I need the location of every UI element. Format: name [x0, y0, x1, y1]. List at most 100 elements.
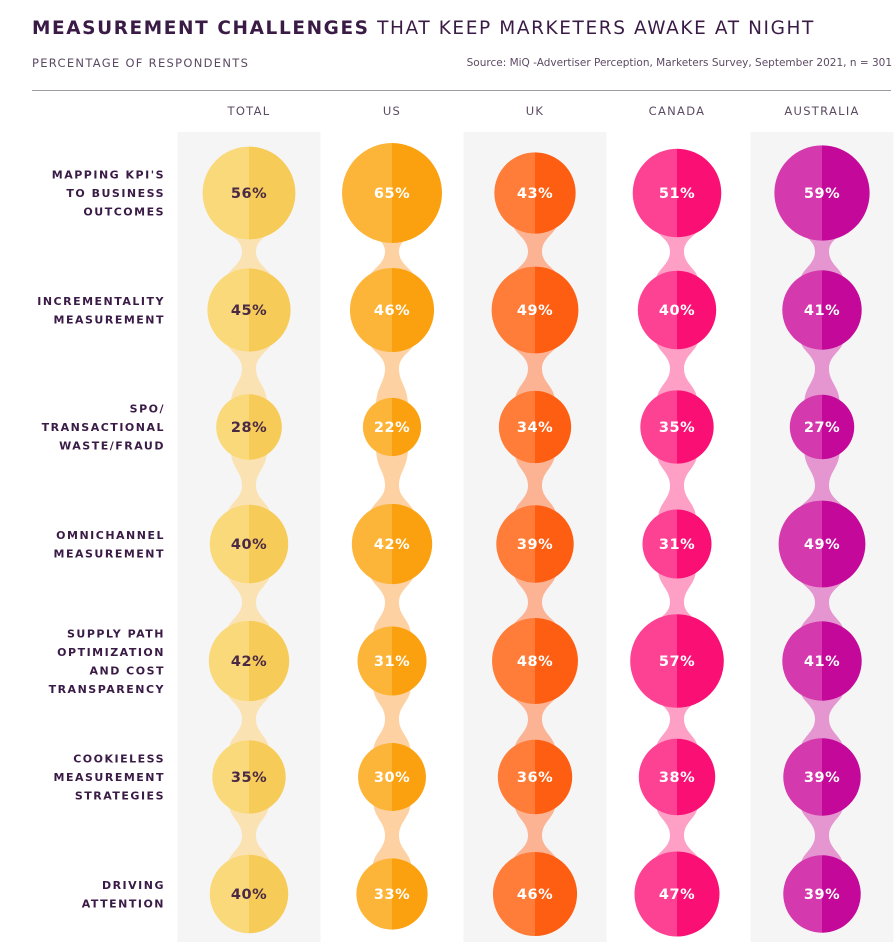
row-label-4: OMNICHANNEL MEASUREMENT — [54, 529, 165, 561]
value-label-us-row-6: 30% — [374, 770, 410, 786]
bubble-australia-row-7 — [783, 855, 861, 933]
connector-australia-2 — [800, 338, 844, 404]
connector-canada-4 — [651, 568, 703, 628]
value-label-total-row-3: 28% — [231, 420, 267, 436]
connector-uk-2 — [511, 341, 559, 401]
value-label-canada-row-2: 40% — [659, 303, 695, 319]
value-label-uk-row-6: 36% — [517, 770, 553, 786]
bubble-australia-row-5 — [782, 621, 862, 701]
value-label-canada-row-4: 31% — [659, 537, 695, 553]
connector-total-1 — [223, 226, 275, 281]
bubble-canada-row-6 — [638, 738, 716, 816]
bubble-uk-row-1 — [494, 152, 576, 234]
bubble-canada-row-7 — [634, 851, 720, 937]
value-label-us-row-3: 22% — [374, 420, 410, 436]
connector-us-1 — [364, 228, 420, 280]
value-label-total-row-4: 40% — [231, 537, 267, 553]
bubble-total-row-3 — [216, 394, 282, 460]
connector-canada-5 — [651, 694, 703, 750]
bubble-canada-row-4 — [642, 509, 712, 579]
bubble-us-row-7 — [356, 858, 428, 930]
value-label-canada-row-1: 51% — [659, 186, 695, 202]
value-label-us-row-5: 31% — [374, 654, 410, 670]
bubble-canada-row-3 — [640, 390, 714, 464]
value-label-total-row-6: 35% — [231, 770, 267, 786]
bubble-canada-row-2 — [637, 270, 717, 350]
bubble-us-row-1 — [342, 143, 442, 243]
connector-us-3 — [369, 447, 415, 516]
connector-canada-6 — [653, 804, 701, 864]
connector-uk-6 — [511, 803, 559, 864]
row-label-7: DRIVING ATTENTION — [82, 879, 165, 911]
bubble-australia-row-2 — [782, 270, 862, 350]
connector-total-6 — [227, 803, 271, 866]
value-label-canada-row-3: 35% — [659, 420, 695, 436]
connector-us-6 — [372, 801, 412, 869]
bubble-australia-row-4 — [778, 500, 866, 588]
bubble-us-row-6 — [358, 743, 426, 811]
connector-australia-3 — [798, 450, 846, 513]
bubble-total-row-6 — [212, 740, 286, 814]
column-header-uk: UK — [526, 104, 545, 118]
bubble-uk-row-6 — [497, 739, 573, 815]
connector-total-2 — [226, 339, 272, 404]
value-label-australia-row-3: 27% — [804, 420, 840, 436]
bubble-uk-row-2 — [491, 266, 579, 354]
row-label-1: MAPPING KPI'S TO BUSINESS OUTCOMES — [52, 169, 165, 219]
bubble-us-row-4 — [351, 503, 433, 585]
value-label-uk-row-3: 34% — [517, 420, 553, 436]
connector-uk-5 — [511, 691, 559, 751]
bubble-australia-row-6 — [783, 738, 861, 816]
bubble-us-row-5 — [357, 626, 427, 696]
bubble-uk-row-5 — [492, 618, 578, 704]
value-label-us-row-7: 33% — [374, 887, 410, 903]
value-label-australia-row-4: 49% — [804, 537, 840, 553]
title-bold: MEASUREMENT CHALLENGES — [32, 18, 370, 39]
value-label-uk-row-2: 49% — [517, 303, 553, 319]
connector-total-5 — [226, 689, 272, 751]
connector-uk-3 — [513, 453, 557, 517]
column-header-australia: AUSTRALIA — [784, 104, 859, 118]
bubble-total-row-4 — [209, 504, 289, 584]
row-label-5: SUPPLY PATH OPTIMIZATION AND COST TRANSPARE… — [49, 627, 165, 696]
value-label-uk-row-5: 48% — [517, 654, 553, 670]
column-header-total: TOTAL — [227, 104, 271, 118]
bubble-canada-row-1 — [632, 148, 722, 238]
connector-australia-4 — [798, 575, 846, 633]
bubble-australia-row-1 — [774, 145, 870, 241]
value-label-australia-row-6: 39% — [804, 770, 840, 786]
connector-us-4 — [369, 572, 415, 637]
chart-title: MEASUREMENT CHALLENGES THAT KEEP MARKETE… — [32, 18, 815, 39]
value-label-total-row-5: 42% — [231, 654, 267, 670]
bubble-total-row-1 — [202, 146, 296, 240]
connector-total-4 — [226, 572, 272, 633]
value-label-canada-row-7: 47% — [659, 887, 695, 903]
value-label-canada-row-5: 57% — [659, 654, 695, 670]
row-label-6: COOKIELESS MEASUREMENT STRATEGIES — [54, 753, 165, 803]
bubble-uk-row-7 — [492, 851, 578, 937]
connector-us-5 — [373, 685, 411, 753]
connector-canada-1 — [652, 224, 702, 282]
value-label-uk-row-1: 43% — [517, 186, 553, 202]
value-label-australia-row-7: 39% — [804, 887, 840, 903]
title-rest: THAT KEEP MARKETERS AWAKE AT NIGHT — [377, 18, 815, 39]
connector-australia-6 — [800, 804, 844, 867]
chart-subtitle: PERCENTAGE OF RESPONDENTS — [32, 56, 250, 70]
connector-canada-2 — [655, 338, 699, 401]
header-divider — [32, 90, 891, 91]
value-label-total-row-7: 40% — [231, 887, 267, 903]
bubble-us-row-3 — [362, 397, 422, 457]
bubble-us-row-2 — [349, 267, 435, 353]
column-header-canada: CANADA — [649, 104, 706, 118]
column-header-us: US — [383, 104, 401, 118]
row-label-3: SPO/TRANSACTIONAL WASTE/FRAUD — [42, 403, 165, 453]
row-label-2: INCREMENTALITY MEASUREMENT — [37, 295, 165, 327]
value-label-uk-row-7: 46% — [517, 887, 553, 903]
value-label-uk-row-4: 39% — [517, 537, 553, 553]
connector-us-2 — [368, 340, 416, 407]
bubble-total-row-5 — [208, 620, 290, 702]
source-note: Source: MiQ -Advertiser Perception, Mark… — [466, 57, 892, 69]
connector-australia-5 — [800, 689, 844, 750]
value-label-canada-row-6: 38% — [659, 770, 695, 786]
